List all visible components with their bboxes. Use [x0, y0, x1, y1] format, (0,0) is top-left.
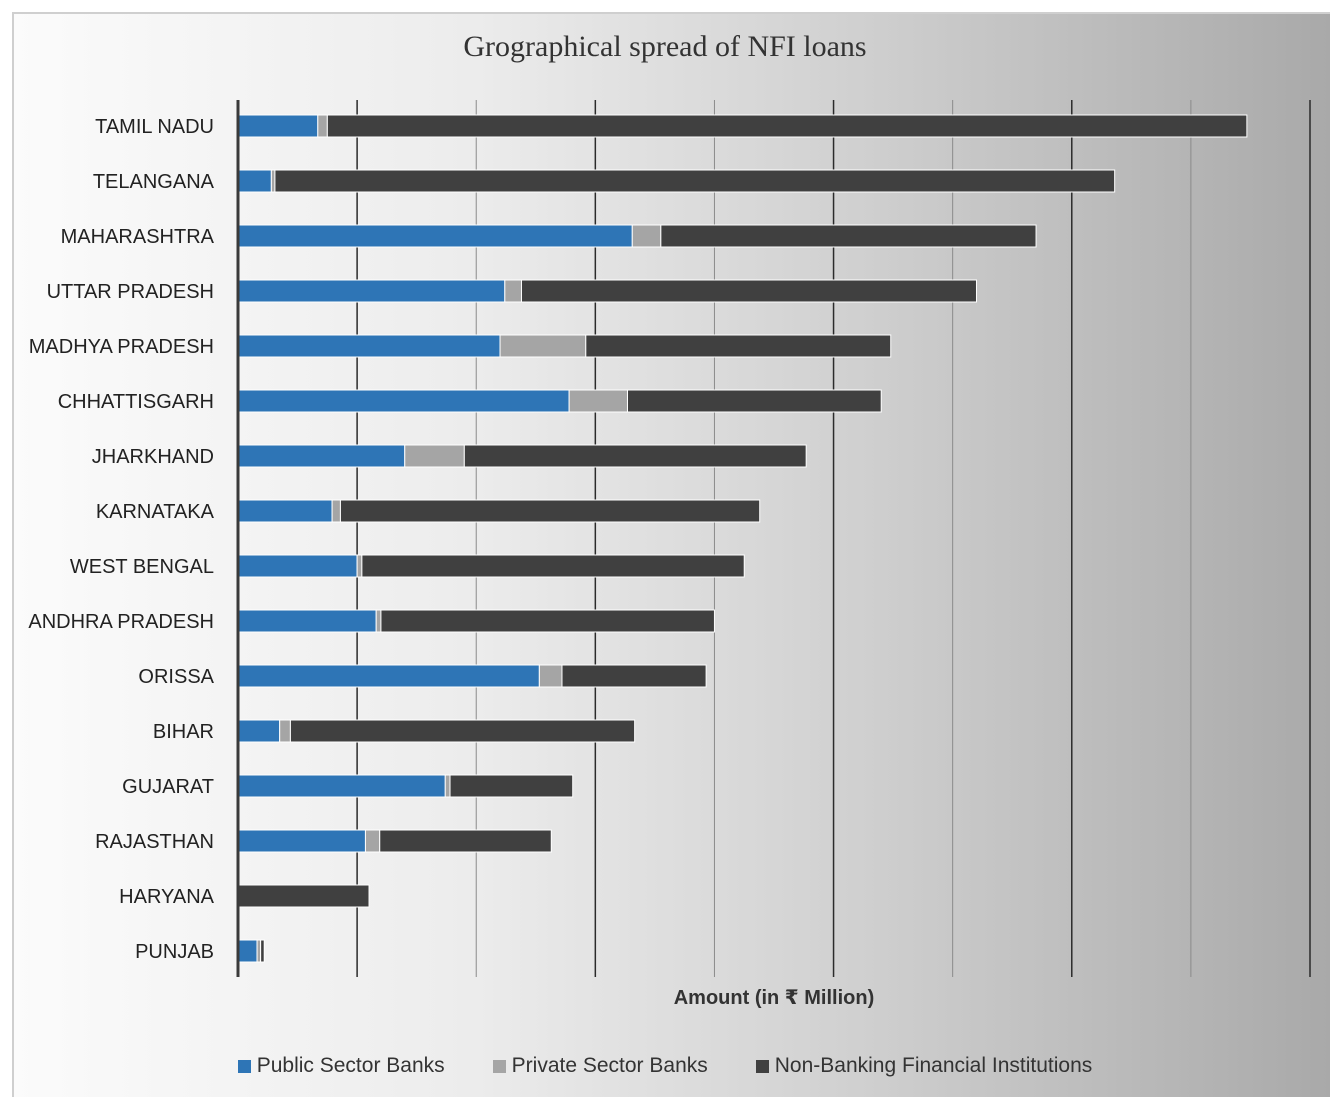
- legend-swatch-public-sector-banks: [237, 1059, 251, 1073]
- bar-punjab-nbfi: [260, 939, 265, 963]
- bar-gujarat-public: [237, 774, 446, 798]
- bar-bihar-public: [237, 719, 281, 743]
- bar-uttar-pradesh-private: [504, 279, 522, 303]
- bar-punjab-private: [256, 939, 262, 963]
- bar-tamil-nadu-public: [237, 114, 319, 138]
- bar-karnataka-private: [331, 499, 341, 523]
- bar-tamil-nadu-private: [317, 114, 328, 138]
- bar-chhattisgarh-nbfi: [626, 389, 882, 413]
- category-label-telangana: TELANGANA: [93, 171, 215, 193]
- bar-telangana-private: [270, 169, 276, 193]
- bar-madhya-pradesh-private: [499, 334, 587, 358]
- bar-west-bengal-public: [237, 554, 358, 578]
- category-label-orissa: ORISSA: [138, 666, 214, 688]
- bar-maharashtra-public: [237, 224, 633, 248]
- category-label-karnataka: KARNATAKA: [96, 501, 215, 523]
- bar-uttar-pradesh-nbfi: [520, 279, 977, 303]
- legend-item-private-sector-banks: Private Sector Banks: [492, 1054, 708, 1078]
- bar-gujarat-private: [444, 774, 451, 798]
- category-label-punjab: PUNJAB: [135, 941, 214, 963]
- bar-orissa-nbfi: [561, 664, 707, 688]
- category-label-rajasthan: RAJASTHAN: [95, 831, 214, 853]
- category-label-tamil-nadu: TAMIL NADU: [95, 116, 214, 138]
- bar-haryana-nbfi: [237, 884, 370, 908]
- legend-swatch-nbfi: [755, 1059, 769, 1073]
- category-label-gujarat: GUJARAT: [122, 776, 214, 798]
- legend-item-nbfi: Non-Banking Financial Institutions: [755, 1054, 1093, 1078]
- bar-andhra-pradesh-nbfi: [380, 609, 715, 633]
- category-labels: TAMIL NADU TELANGANA MAHARASHTRA UTTAR PRAD…: [28, 116, 214, 963]
- bars: [237, 114, 1248, 963]
- category-label-bihar: BIHAR: [153, 721, 214, 743]
- bar-chhattisgarh-public: [237, 389, 570, 413]
- legend-swatch-private-sector-banks: [492, 1059, 506, 1073]
- chart-title: Grographical spread of NFI loans: [463, 30, 867, 63]
- bar-uttar-pradesh-public: [237, 279, 506, 303]
- category-label-maharashtra: MAHARASHTRA: [61, 226, 215, 248]
- bar-jharkhand-nbfi: [463, 444, 807, 468]
- bar-gujarat-nbfi: [449, 774, 574, 798]
- category-label-haryana: HARYANA: [119, 886, 215, 908]
- bar-west-bengal-private: [356, 554, 363, 578]
- bar-rajasthan-private: [364, 829, 381, 853]
- bar-punjab-public: [237, 939, 258, 963]
- legend-item-public-sector-banks: Public Sector Banks: [237, 1054, 445, 1078]
- legend-label-public-sector-banks: Public Sector Banks: [256, 1054, 445, 1077]
- category-label-chhattisgarh: CHHATTISGARH: [58, 391, 214, 413]
- bar-tamil-nadu-nbfi: [326, 114, 1248, 138]
- bar-bihar-nbfi: [289, 719, 636, 743]
- bar-jharkhand-public: [237, 444, 406, 468]
- bar-andhra-pradesh-private: [375, 609, 382, 633]
- category-label-jharkhand: JHARKHAND: [92, 446, 214, 468]
- legend: Public Sector Banks Private Sector Banks…: [0, 1054, 1330, 1078]
- bar-telangana-nbfi: [274, 169, 1116, 193]
- bar-orissa-private: [538, 664, 563, 688]
- bar-west-bengal-nbfi: [361, 554, 745, 578]
- bar-rajasthan-nbfi: [379, 829, 552, 853]
- bar-rajasthan-public: [237, 829, 366, 853]
- x-axis-label: Amount (in ₹ Million): [673, 987, 875, 1009]
- bar-bihar-private: [279, 719, 291, 743]
- bar-chhattisgarh-private: [568, 389, 628, 413]
- category-label-uttar-pradesh: UTTAR PRADESH: [47, 281, 214, 303]
- bar-orissa-public: [237, 664, 540, 688]
- category-label-west-bengal: WEST BENGAL: [70, 556, 214, 578]
- bar-jharkhand-private: [404, 444, 465, 468]
- bar-karnataka-nbfi: [339, 499, 761, 523]
- bar-madhya-pradesh-nbfi: [585, 334, 892, 358]
- bar-karnataka-public: [237, 499, 333, 523]
- bar-andhra-pradesh-public: [237, 609, 377, 633]
- bar-madhya-pradesh-public: [237, 334, 501, 358]
- legend-label-nbfi: Non-Banking Financial Institutions: [774, 1054, 1093, 1077]
- bar-telangana-public: [237, 169, 272, 193]
- legend-label-private-sector-banks: Private Sector Banks: [511, 1054, 708, 1077]
- category-label-madhya-pradesh: MADHYA PRADESH: [29, 336, 214, 358]
- category-label-andhra-pradesh: ANDHRA PRADESH: [28, 611, 214, 633]
- bar-maharashtra-nbfi: [660, 224, 1037, 248]
- bar-maharashtra-private: [631, 224, 662, 248]
